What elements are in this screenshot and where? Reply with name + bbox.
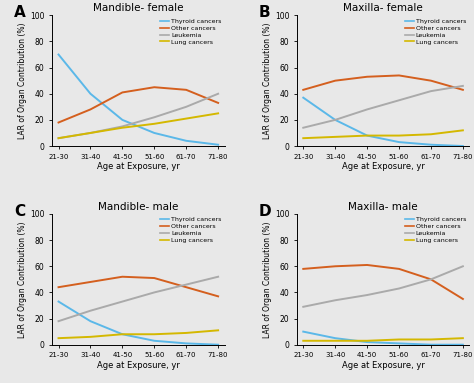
Y-axis label: LAR of Organ Contribution (%): LAR of Organ Contribution (%) [18,23,27,139]
Legend: Thyroid cancers, Other cancers, Leukemia, Lung cancers: Thyroid cancers, Other cancers, Leukemia… [160,18,221,45]
Legend: Thyroid cancers, Other cancers, Leukemia, Lung cancers: Thyroid cancers, Other cancers, Leukemia… [160,217,221,243]
Y-axis label: LAR of Organ Contribution (%): LAR of Organ Contribution (%) [263,221,272,337]
Legend: Thyroid cancers, Other cancers, Leukemia, Lung cancers: Thyroid cancers, Other cancers, Leukemia… [405,217,466,243]
Title: Maxilla- male: Maxilla- male [348,202,418,212]
Y-axis label: LAR of Organ Contribution (%): LAR of Organ Contribution (%) [263,23,272,139]
X-axis label: Age at Exposure, yr: Age at Exposure, yr [97,162,180,172]
Text: A: A [14,5,26,20]
Y-axis label: LAR of Organ Contribution (%): LAR of Organ Contribution (%) [18,221,27,337]
Title: Mandible- female: Mandible- female [93,3,183,13]
Text: C: C [14,203,25,219]
Text: B: B [259,5,271,20]
X-axis label: Age at Exposure, yr: Age at Exposure, yr [97,361,180,370]
Title: Mandible- male: Mandible- male [98,202,179,212]
Text: D: D [259,203,272,219]
X-axis label: Age at Exposure, yr: Age at Exposure, yr [342,361,425,370]
Legend: Thyroid cancers, Other cancers, Leukemia, Lung cancers: Thyroid cancers, Other cancers, Leukemia… [405,18,466,45]
X-axis label: Age at Exposure, yr: Age at Exposure, yr [342,162,425,172]
Title: Maxilla- female: Maxilla- female [343,3,423,13]
